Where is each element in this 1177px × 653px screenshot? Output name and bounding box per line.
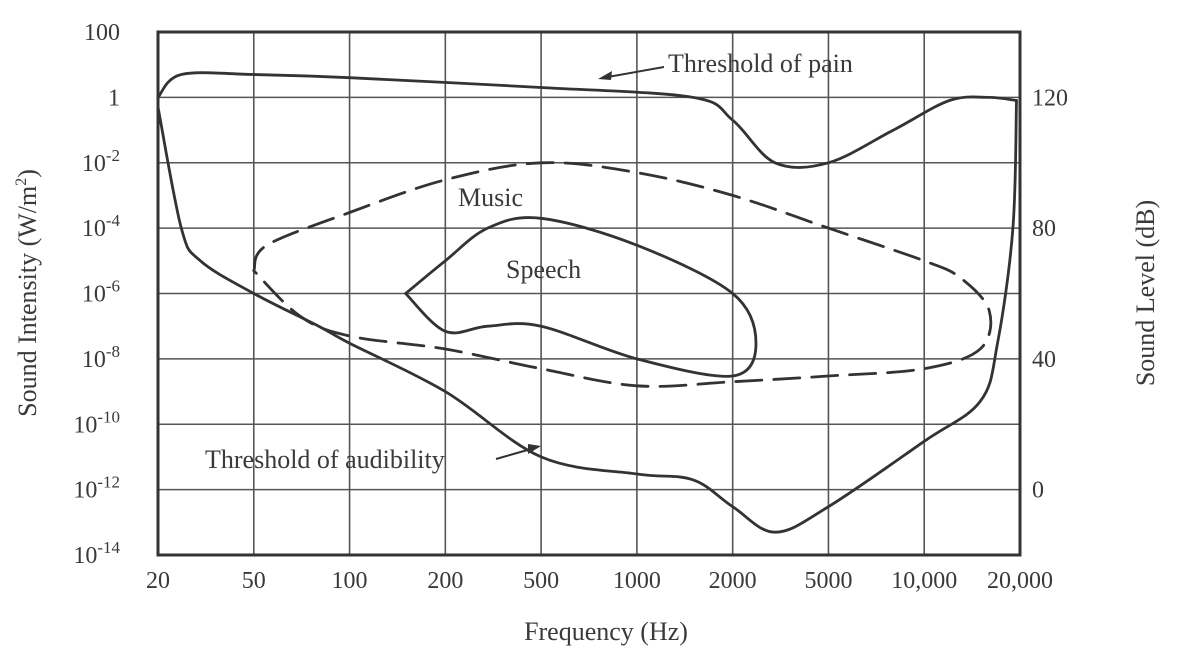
annotation-audibility: Threshold of audibility [205,444,541,474]
y-tick-label: 10-10 [73,407,120,438]
x-tick-label: 20,000 [987,568,1053,594]
y-tick-label: 10-6 [82,277,120,308]
x-tick-label: 50 [242,568,266,594]
y-right-tick-label: 0 [1032,478,1044,504]
x-tick-label: 100 [332,568,368,594]
y-tick-labels-right: 120 80 40 0 [1032,85,1068,503]
x-tick-label: 1000 [613,568,661,594]
y-right-tick-label: 40 [1032,347,1056,373]
y-right-tick-label: 80 [1032,216,1056,242]
x-tick-labels: 20 50 100 200 500 1000 2000 5000 10,000 20,000 [146,568,1053,594]
y-axis-title-left: Sound Intensity (W/m2) [13,169,42,417]
pain-curve [156,71,1018,169]
x-tick-label: 500 [523,568,559,594]
speech-label: Speech [506,255,581,284]
y-axis-title-right: Sound Level (dB) [1131,200,1160,386]
annotation-pain: Threshold of pain [598,49,853,80]
x-tick-label: 10,000 [891,568,957,594]
y-axis-title-left-main: Sound Intensity (W/m [13,186,42,417]
speech-curve [404,216,758,378]
y-axis-title-left-sup: 2 [13,178,30,186]
audibility-label: Threshold of audibility [205,445,445,474]
curves [156,71,1018,534]
y-right-tick-label: 120 [1032,85,1068,111]
pain-arrowhead-icon [598,71,612,80]
y-tick-labels-left: 100 1 10-2 10-4 10-6 10-8 10-10 10-12 10-14 [73,20,120,569]
y-tick-label: 100 [84,20,120,46]
audibility-curve [156,99,1018,534]
music-curve [252,161,993,388]
y-tick-label: 1 [108,85,120,111]
x-axis-title: Frequency (Hz) [524,617,688,646]
y-tick-label: 10-8 [82,342,120,373]
x-tick-label: 5000 [804,568,852,594]
plot-frame [156,30,1022,557]
y-tick-label: 10-14 [73,538,120,569]
pain-arrow-line [601,66,665,79]
x-tick-label: 200 [427,568,463,594]
x-tick-label: 20 [146,568,170,594]
x-tick-label: 2000 [709,568,757,594]
grid-lines [157,31,1021,556]
music-label: Music [458,183,523,212]
y-axis-title-left-end: ) [13,169,42,178]
pain-label: Threshold of pain [668,49,853,78]
y-tick-label: 10-12 [73,473,120,504]
y-tick-label: 10-2 [82,146,120,177]
audibility-arrowhead-icon [528,444,541,454]
y-tick-label: 10-4 [82,211,121,242]
